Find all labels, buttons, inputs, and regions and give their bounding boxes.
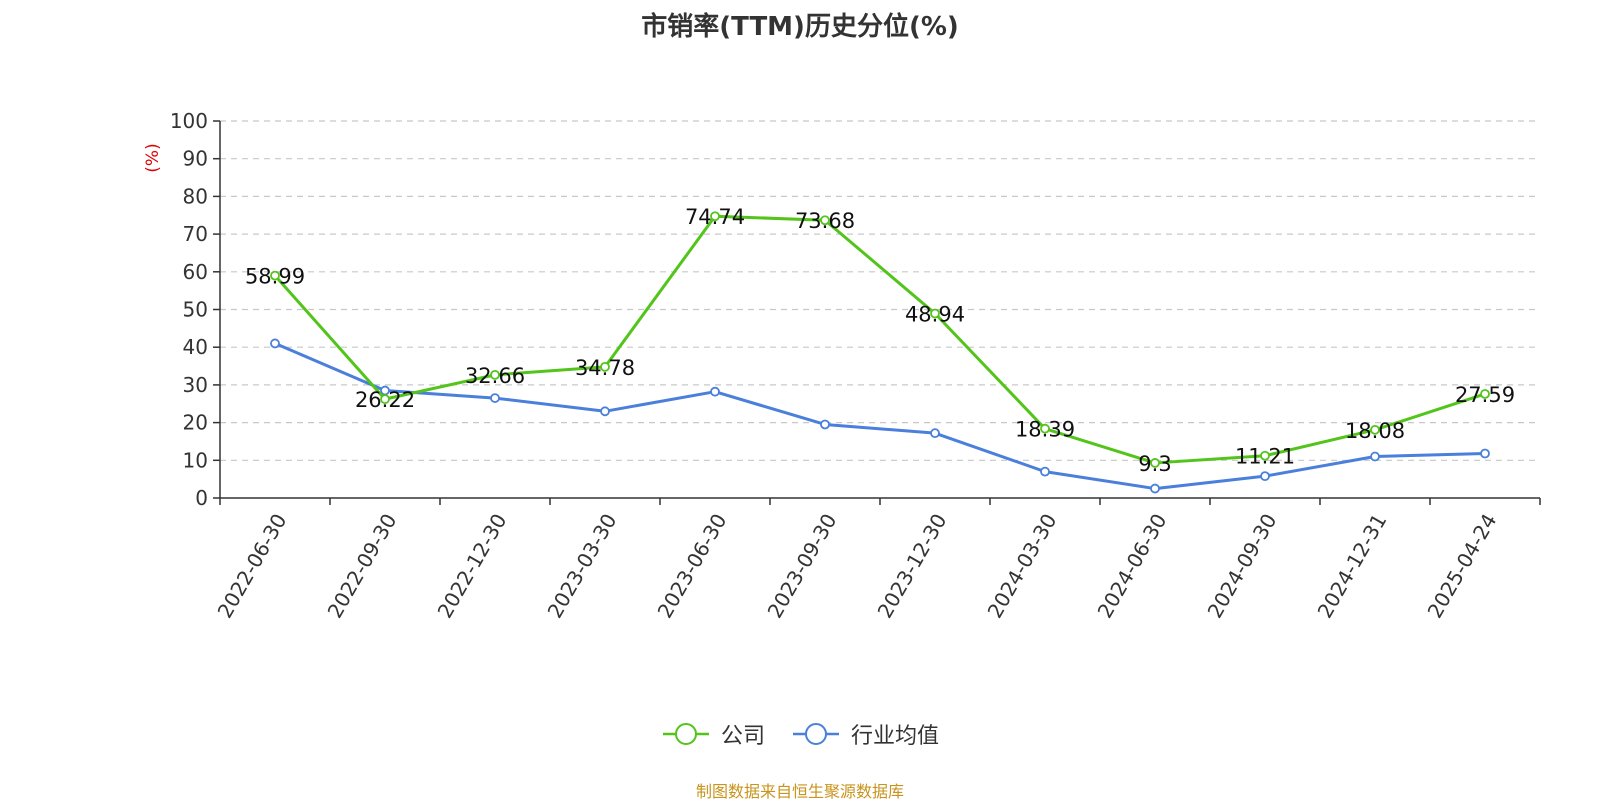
legend-label-industry-average: 行业均值 — [851, 724, 940, 749]
data-label-company: 11.21 — [1235, 445, 1295, 469]
x-tick-label: 2025-04-24 — [1423, 510, 1502, 623]
data-label-company: 9.3 — [1138, 452, 1171, 476]
y-tick-label: 30 — [183, 373, 208, 397]
data-point-company — [820, 215, 830, 226]
data-point-industry-average — [1260, 471, 1270, 482]
series-lines — [270, 211, 1490, 494]
legend-label-company: 公司 — [720, 724, 765, 749]
data-point-company — [1040, 423, 1050, 434]
data-label-company: 18.39 — [1015, 418, 1075, 442]
legend-item-industry-average[interactable]: 行业均值 — [791, 718, 939, 750]
legend-marker-company — [662, 723, 709, 745]
data-label-company: 58.99 — [245, 265, 305, 289]
data-point-company — [930, 308, 940, 319]
y-tick-label: 0 — [195, 486, 208, 510]
x-tick-label: 2024-03-30 — [983, 510, 1062, 623]
data-point-company — [710, 211, 720, 222]
y-tick-label: 80 — [183, 184, 208, 208]
y-tick-label: 50 — [183, 298, 208, 322]
data-point-company — [600, 361, 610, 372]
gridlines — [220, 120, 1540, 461]
data-point-company — [1370, 424, 1380, 435]
x-tick-label: 2022-09-30 — [323, 510, 402, 623]
data-point-industry-average — [1150, 483, 1160, 494]
x-tick-label: 2023-09-30 — [763, 510, 842, 623]
y-tick-label: 100 — [170, 109, 208, 133]
data-point-industry-average — [270, 338, 280, 349]
data-label-company: 26.22 — [355, 388, 415, 412]
data-label-company: 32.66 — [465, 364, 525, 388]
data-labels: 58.99 26.22 32.66 34.78 74.74 73.68 48.94 18.39… — [245, 205, 1515, 476]
x-tick-label: 2024-09-30 — [1203, 510, 1282, 623]
data-point-industry-average — [490, 393, 500, 403]
y-tick-label: 90 — [183, 147, 208, 171]
y-tick-label: 40 — [183, 335, 208, 359]
legend-marker-industry-average — [793, 723, 839, 745]
data-point-industry-average — [600, 406, 610, 417]
x-tick-label: 2022-06-30 — [213, 510, 292, 623]
data-point-company — [490, 369, 500, 380]
series-line-company — [273, 214, 1486, 465]
data-point-industry-average — [820, 419, 830, 430]
data-label-company: 18.08 — [1345, 419, 1405, 443]
data-point-industry-average — [930, 428, 940, 439]
data-point-industry-average — [1480, 448, 1490, 459]
data-label-company: 74.74 — [685, 205, 745, 229]
data-label-company: 34.78 — [575, 356, 635, 380]
y-axis-label: (%) — [143, 143, 163, 172]
x-tick-label: 2024-06-30 — [1093, 510, 1172, 623]
x-tick-label: 2023-06-30 — [653, 510, 732, 623]
x-tick-label: 2022-12-30 — [433, 510, 512, 623]
data-point-company — [1150, 458, 1160, 468]
source-note: 制图数据来自恒生聚源数据库 — [695, 782, 904, 801]
data-point-industry-average — [1370, 451, 1380, 462]
data-label-company: 48.94 — [905, 302, 965, 326]
y-tick-label: 70 — [183, 222, 208, 246]
x-tick-label: 2023-12-30 — [873, 510, 952, 623]
data-point-company — [1480, 389, 1490, 399]
x-tick-label: 2023-03-30 — [543, 510, 622, 623]
chart-title: 市销率(TTM)历史分位(%) — [641, 12, 959, 42]
y-tick-label: 60 — [183, 260, 208, 284]
data-point-company — [380, 394, 390, 405]
data-point-industry-average — [710, 386, 720, 397]
legend-item-company[interactable]: 公司 — [661, 718, 765, 750]
y-tick-label: 20 — [183, 411, 208, 435]
series-line-industry-average — [274, 342, 1486, 491]
data-label-company: 27.59 — [1455, 383, 1515, 407]
data-point-company — [1260, 450, 1270, 461]
data-point-company — [270, 270, 280, 281]
x-tick-label: 2024-12-31 — [1313, 510, 1392, 623]
axes: 0 10 20 30 40 50 60 70 80 90 100 2022-06-30 2022-09-… — [170, 109, 1541, 623]
legend: 公司 行业均值 — [0, 718, 1600, 750]
data-point-industry-average — [1040, 466, 1050, 477]
data-label-company: 73.68 — [795, 209, 855, 233]
y-tick-label: 10 — [183, 448, 208, 472]
